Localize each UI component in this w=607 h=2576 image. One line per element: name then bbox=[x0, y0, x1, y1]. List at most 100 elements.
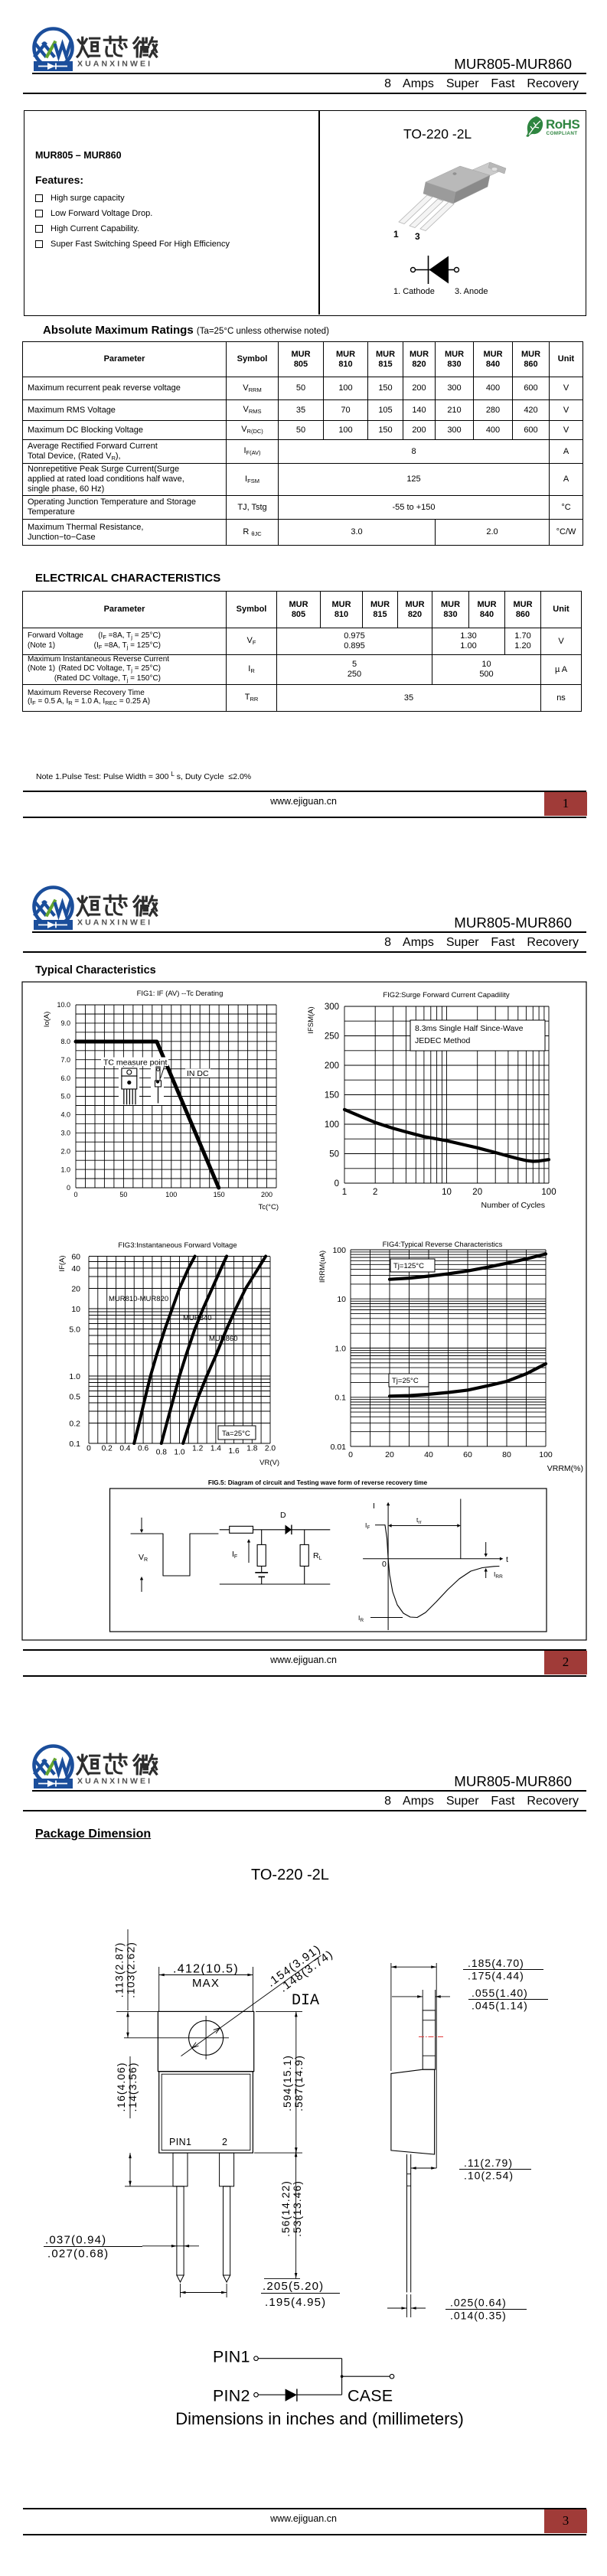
svg-text:XUANXINWEI: XUANXINWEI bbox=[77, 918, 152, 928]
svg-text:250: 250 bbox=[325, 1032, 339, 1042]
svg-text:D: D bbox=[280, 1511, 286, 1520]
svg-text:0.2: 0.2 bbox=[69, 1419, 80, 1428]
svg-text:XUANXINWEI: XUANXINWEI bbox=[77, 1777, 152, 1786]
svg-text:.205(5.20): .205(5.20) bbox=[263, 2280, 324, 2293]
svg-text:IFSM(A): IFSM(A) bbox=[307, 1006, 315, 1033]
svg-text:20: 20 bbox=[472, 1188, 482, 1197]
svg-text:Number of Cycles: Number of Cycles bbox=[481, 1201, 545, 1210]
svg-text:XUANXINWEI: XUANXINWEI bbox=[77, 60, 152, 69]
svg-text:100: 100 bbox=[539, 1450, 553, 1459]
svg-text:IF(A): IF(A) bbox=[58, 1255, 67, 1271]
svg-text:.055(1.40): .055(1.40) bbox=[472, 1987, 528, 1999]
svg-text:1.0: 1.0 bbox=[69, 1372, 80, 1381]
svg-text:MAX: MAX bbox=[192, 1977, 220, 1990]
svg-text:1.0: 1.0 bbox=[174, 1449, 184, 1457]
svg-text:9.0: 9.0 bbox=[60, 1019, 70, 1027]
svg-text:IF: IF bbox=[365, 1521, 370, 1531]
svg-text:100: 100 bbox=[541, 1188, 556, 1197]
svg-text:Tj=125°C: Tj=125°C bbox=[393, 1262, 424, 1270]
svg-text:I: I bbox=[373, 1502, 375, 1511]
svg-text:0.1: 0.1 bbox=[69, 1440, 80, 1449]
svg-text:0: 0 bbox=[67, 1184, 70, 1192]
svg-text:0: 0 bbox=[382, 1560, 387, 1569]
svg-text:10: 10 bbox=[337, 1295, 346, 1304]
svg-text:150: 150 bbox=[325, 1091, 339, 1101]
svg-text:.175(4.44): .175(4.44) bbox=[468, 1970, 524, 1982]
svg-text:MUR860: MUR860 bbox=[209, 1335, 238, 1343]
svg-text:0.2: 0.2 bbox=[102, 1445, 113, 1453]
svg-text:.113(2.87): .113(2.87) bbox=[113, 1942, 126, 1998]
svg-text:COMPLIANT: COMPLIANT bbox=[547, 131, 578, 136]
svg-text:VR(V): VR(V) bbox=[259, 1459, 279, 1467]
svg-text:MUR810-MUR820: MUR810-MUR820 bbox=[109, 1295, 168, 1303]
svg-text:1.0: 1.0 bbox=[60, 1166, 70, 1173]
svg-text:.11(2.79): .11(2.79) bbox=[464, 2157, 513, 2169]
svg-text:IRR: IRR bbox=[494, 1570, 503, 1580]
svg-text:8.0: 8.0 bbox=[60, 1038, 70, 1045]
svg-text:2.0: 2.0 bbox=[265, 1445, 276, 1453]
svg-text:RoHS: RoHS bbox=[546, 117, 579, 132]
svg-text:20: 20 bbox=[71, 1284, 80, 1293]
svg-text:1.8: 1.8 bbox=[246, 1445, 257, 1453]
svg-text:1.2: 1.2 bbox=[192, 1445, 203, 1453]
svg-text:0: 0 bbox=[86, 1445, 91, 1453]
svg-text:.185(4.70): .185(4.70) bbox=[468, 1957, 524, 1969]
svg-text:Tj=25°C: Tj=25°C bbox=[392, 1377, 419, 1385]
svg-text:JEDEC Method: JEDEC Method bbox=[415, 1036, 471, 1045]
svg-text:0: 0 bbox=[335, 1179, 339, 1189]
svg-text:.14(3.56): .14(3.56) bbox=[126, 2062, 139, 2111]
svg-text:4.0: 4.0 bbox=[60, 1111, 70, 1119]
svg-text:2: 2 bbox=[222, 2137, 227, 2147]
svg-text:IF: IF bbox=[232, 1550, 237, 1560]
svg-text:300: 300 bbox=[325, 1003, 339, 1012]
svg-text:1.0: 1.0 bbox=[335, 1344, 346, 1353]
svg-text:TC measure point: TC measure point bbox=[103, 1058, 168, 1068]
svg-text:FIG1: IF (AV) --Tc Derating: FIG1: IF (AV) --Tc Derating bbox=[137, 990, 224, 998]
svg-text:.16(4.06): .16(4.06) bbox=[115, 2062, 127, 2111]
svg-text:t: t bbox=[506, 1555, 508, 1564]
svg-text:0.6: 0.6 bbox=[138, 1445, 148, 1453]
svg-text:20: 20 bbox=[385, 1450, 394, 1459]
svg-text:0.1: 0.1 bbox=[335, 1394, 346, 1403]
svg-text:.587(14.9): .587(14.9) bbox=[292, 2055, 305, 2111]
svg-text:100: 100 bbox=[165, 1191, 177, 1198]
svg-text:.195(4.95): .195(4.95) bbox=[265, 2296, 326, 2309]
svg-text:0.8: 0.8 bbox=[156, 1449, 167, 1457]
svg-text:Ta=25°C: Ta=25°C bbox=[222, 1430, 250, 1438]
svg-text:PIN2: PIN2 bbox=[213, 2387, 250, 2405]
svg-text:IN DC: IN DC bbox=[187, 1069, 209, 1078]
svg-text:.594(15.1): .594(15.1) bbox=[281, 2055, 293, 2111]
svg-text:VRRM(%): VRRM(%) bbox=[547, 1464, 583, 1473]
svg-text:1.4: 1.4 bbox=[210, 1445, 221, 1453]
svg-text:100: 100 bbox=[332, 1246, 346, 1255]
svg-text:10: 10 bbox=[442, 1188, 452, 1197]
svg-text:1: 1 bbox=[393, 229, 399, 240]
svg-text:.103(2.62): .103(2.62) bbox=[125, 1942, 137, 1998]
svg-text:0.4: 0.4 bbox=[119, 1445, 130, 1453]
svg-text:PIN1: PIN1 bbox=[213, 2348, 250, 2366]
svg-text:1: 1 bbox=[342, 1188, 347, 1197]
svg-text:8.3ms Single Half Since-Wave: 8.3ms Single Half Since-Wave bbox=[415, 1024, 524, 1033]
svg-text:.025(0.64): .025(0.64) bbox=[450, 2297, 507, 2309]
svg-text:2: 2 bbox=[373, 1188, 377, 1197]
svg-text:Io(A): Io(A) bbox=[43, 1012, 51, 1028]
svg-text:IR: IR bbox=[358, 1614, 364, 1623]
svg-text:trr: trr bbox=[416, 1516, 423, 1525]
svg-text:.027(0.68): .027(0.68) bbox=[47, 2248, 109, 2261]
svg-text:.037(0.94): .037(0.94) bbox=[45, 2234, 106, 2247]
svg-text:Tc(°C): Tc(°C) bbox=[259, 1203, 279, 1211]
svg-text:FIG4:Typical Reverse Character: FIG4:Typical Reverse Characteristics bbox=[383, 1241, 503, 1249]
svg-text:80: 80 bbox=[502, 1450, 511, 1459]
svg-text:6.0: 6.0 bbox=[60, 1074, 70, 1082]
svg-text:200: 200 bbox=[325, 1061, 339, 1071]
svg-text:40: 40 bbox=[424, 1450, 433, 1459]
svg-text:40: 40 bbox=[71, 1264, 80, 1273]
svg-text:0.01: 0.01 bbox=[331, 1443, 347, 1452]
svg-text:3: 3 bbox=[415, 231, 420, 242]
svg-text:.045(1.14): .045(1.14) bbox=[472, 2000, 528, 2012]
svg-text:60: 60 bbox=[71, 1252, 80, 1261]
svg-text:IRRM(uA): IRRM(uA) bbox=[318, 1251, 327, 1283]
svg-text:.412(10.5): .412(10.5) bbox=[173, 1963, 239, 1976]
svg-text:50: 50 bbox=[119, 1191, 127, 1198]
svg-text:10.0: 10.0 bbox=[57, 1001, 70, 1009]
